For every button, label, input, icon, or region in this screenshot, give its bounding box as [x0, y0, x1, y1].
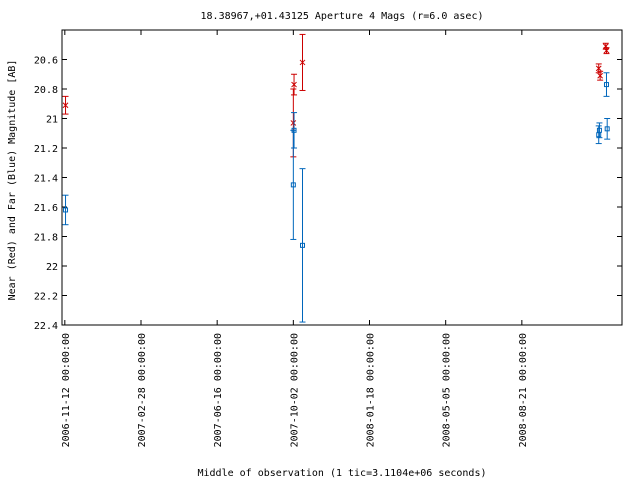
y-tick-label: 21.6: [34, 203, 58, 214]
data-point: [604, 126, 610, 132]
data-point: [595, 65, 602, 72]
x-tick-label: 2007-06-16 00:00:00: [213, 333, 224, 447]
data-point: [299, 59, 306, 66]
x-axis-label: Middle of observation (1 tic=3.1104e+06 …: [198, 468, 487, 479]
series-layer: [62, 33, 611, 323]
x-tick-label: 2007-02-28 00:00:00: [137, 333, 148, 447]
marker-stroke: [62, 102, 69, 109]
data-point: [291, 127, 297, 133]
x-tick-label: 2008-05-05 00:00:00: [442, 333, 453, 447]
data-point: [290, 182, 296, 188]
y-tick-label: 20.6: [34, 56, 58, 67]
x-tick-label: 2008-08-21 00:00:00: [518, 333, 529, 447]
plot-frame: [61, 29, 623, 326]
data-point: [596, 127, 602, 133]
data-point: [291, 81, 297, 88]
data-point: [290, 120, 297, 126]
y-tick-label: 22.2: [34, 292, 58, 303]
y-tick-label: 22: [46, 262, 58, 273]
x-tick-label: 2007-10-02 00:00:00: [289, 333, 300, 447]
data-point: [62, 102, 69, 109]
series-near: [62, 33, 610, 158]
y-axis: 20.6 20.8 21 21.2 21.4 21.6 21.8 22 22.2 22.4: [34, 56, 622, 332]
y-tick-label: 21.8: [34, 233, 58, 244]
marker-stroke: [291, 81, 297, 88]
marker-stroke: [597, 72, 603, 79]
y-tick-label: 21.2: [34, 144, 58, 155]
y-tick-label: 22.4: [34, 321, 58, 332]
y-axis-label: Near (Red) and Far (Blue) Magnitude [AB]: [7, 60, 18, 301]
x-tick-label: 2008-01-18 00:00:00: [366, 333, 377, 447]
data-point: [63, 207, 69, 213]
y-tick-label: 20.8: [34, 85, 58, 96]
x-tick-label: 2006-11-12 00:00:00: [61, 333, 72, 447]
marker-stroke: [603, 47, 610, 54]
data-point: [603, 47, 610, 54]
x-axis: 2006-11-12 00:00:00 2007-02-28 00:00:00 20…: [61, 30, 529, 447]
y-tick-label: 21.4: [34, 174, 58, 185]
data-point: [603, 82, 609, 88]
series-far: [62, 72, 611, 323]
marker-stroke: [299, 59, 306, 66]
data-point: [300, 242, 306, 248]
chart-title: 18.38967,+01.43125 Aperture 4 Mags (r=6.…: [201, 11, 484, 22]
data-point: [597, 72, 603, 79]
marker-stroke: [595, 65, 602, 72]
y-tick-label: 21: [46, 115, 58, 126]
marker-stroke: [290, 120, 297, 126]
